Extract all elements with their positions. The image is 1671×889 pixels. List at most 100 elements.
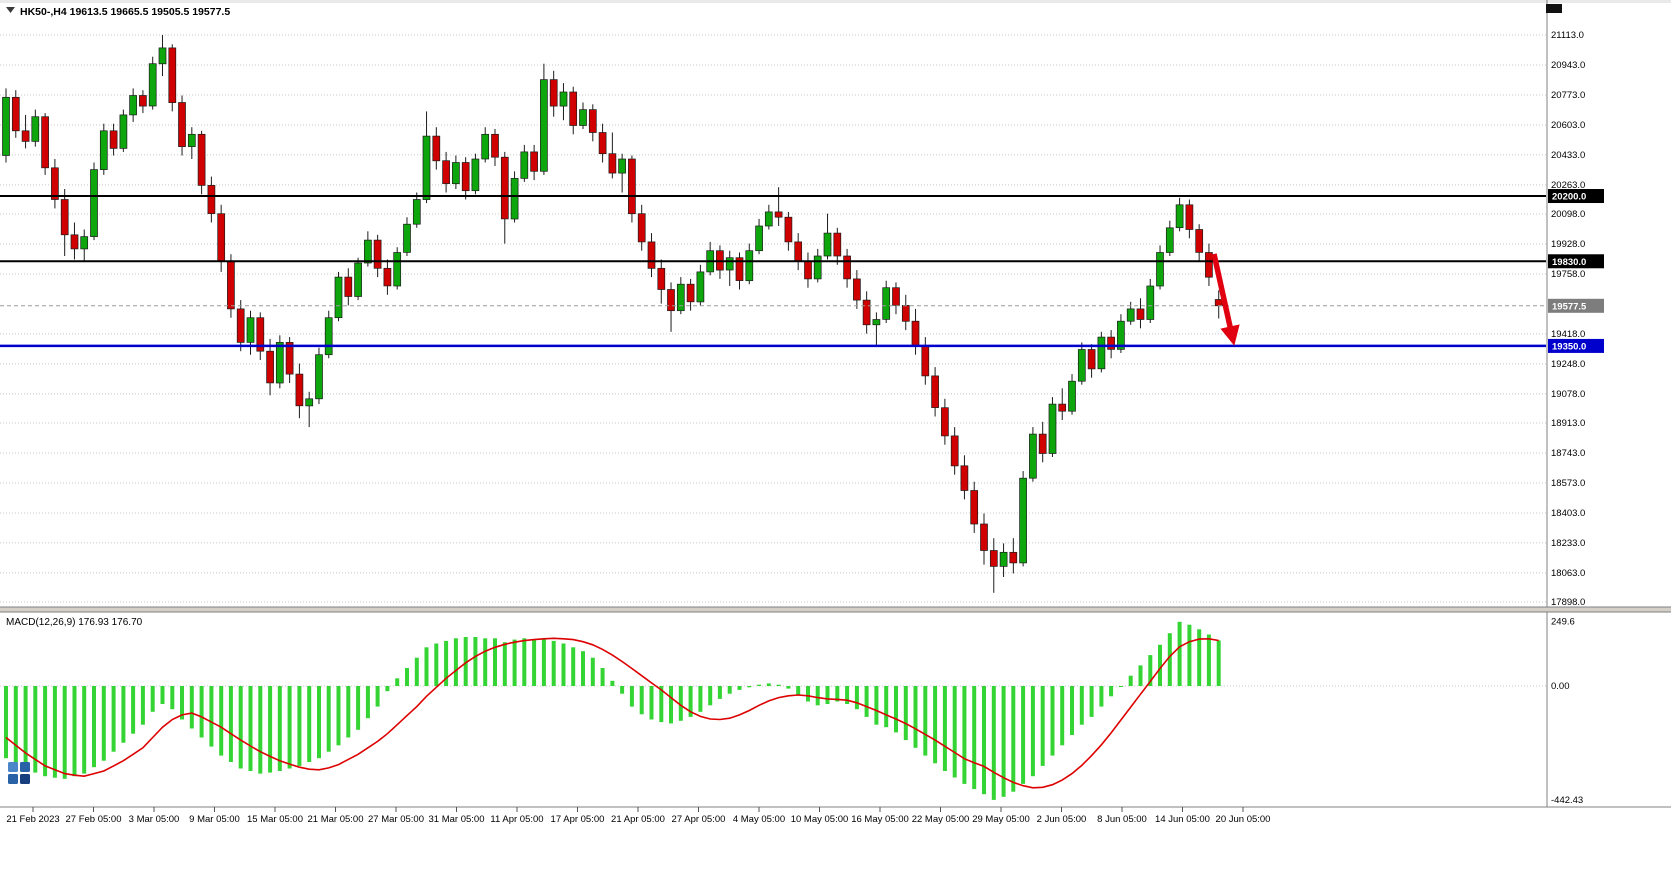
macd-histogram-bar <box>356 686 361 730</box>
macd-histogram-bar <box>395 678 400 686</box>
time-tick-label: 10 May 05:00 <box>791 814 849 825</box>
macd-histogram-bar <box>698 686 703 712</box>
price-tick-label: 19078.0 <box>1551 389 1585 400</box>
hline-layer[interactable]: 19577.5 20200.0 19830.0 19350.0 <box>0 189 1604 353</box>
window-top-edge <box>0 0 1671 3</box>
candle-bullish <box>1048 403 1057 454</box>
macd-histogram-bar <box>972 686 977 790</box>
main-chart-plot[interactable] <box>2 35 1223 593</box>
separator-bar[interactable] <box>0 607 1671 612</box>
time-tick-label: 31 Mar 05:00 <box>429 814 485 825</box>
macd-histogram-bar <box>806 686 810 702</box>
time-tick-label: 21 Feb 2023 <box>6 814 59 825</box>
macd-histogram-bar <box>219 686 224 756</box>
chart-shift-box[interactable] <box>1546 4 1562 13</box>
macd-histogram-bar <box>473 637 478 686</box>
price-tick-label: 19248.0 <box>1551 359 1585 370</box>
candle-bearish <box>41 116 49 169</box>
macd-histogram-bar <box>483 638 488 686</box>
candle-bearish <box>266 350 274 384</box>
candle-bullish <box>1126 308 1135 322</box>
macd-histogram-bar <box>228 686 233 762</box>
macd-histogram-bar <box>1060 686 1065 746</box>
macd-histogram-bar <box>532 639 537 686</box>
price-tick-label: 19418.0 <box>1551 329 1585 340</box>
macd-histogram-bar <box>1187 624 1192 686</box>
panel-separator[interactable] <box>0 606 1671 808</box>
macd-histogram-bar <box>571 647 576 686</box>
candle-bullish <box>305 398 314 407</box>
price-label-text: 19830.0 <box>1552 257 1586 268</box>
candle-bearish <box>530 151 538 172</box>
macd-histogram-bar <box>131 686 136 734</box>
macd-histogram-bar <box>512 639 517 686</box>
macd-histogram-bar <box>1167 633 1172 686</box>
candle-bearish <box>804 260 812 280</box>
trend-arrow-annotation[interactable] <box>1211 253 1240 346</box>
macd-histogram-bar <box>942 686 947 771</box>
candle-bearish <box>911 320 920 347</box>
price-label-text: 19577.5 <box>1552 301 1587 312</box>
macd-histogram-bar <box>346 686 351 738</box>
time-tick-label: 29 May 05:00 <box>972 814 1030 825</box>
time-tick-label: 4 May 05:00 <box>733 814 785 825</box>
price-label-box <box>1548 298 1604 313</box>
candle-bullish <box>324 317 333 356</box>
time-tick-label: 27 Feb 05:00 <box>66 814 122 825</box>
candle-bearish <box>383 267 392 287</box>
candle-bearish <box>1214 299 1223 307</box>
candle-bearish <box>11 96 20 132</box>
macd-histogram-bar <box>600 668 605 686</box>
time-axis[interactable]: 21 Feb 2023 27 Feb 05:00 3 Mar 05:00 9 Mar … <box>6 807 1270 825</box>
macd-histogram-bar <box>747 686 752 688</box>
candle-bullish <box>696 271 705 303</box>
candle-bearish <box>51 167 59 200</box>
candle-bearish <box>549 79 558 107</box>
macd-histogram-bar <box>189 686 194 729</box>
macd-histogram-bar <box>737 686 742 690</box>
candle-bearish <box>970 490 979 525</box>
macd-histogram-bar <box>111 686 116 752</box>
price-tick-label: 18573.0 <box>1551 478 1585 489</box>
candle-bullish <box>275 342 284 384</box>
candle-bearish <box>432 135 441 162</box>
macd-histogram-bar <box>757 684 762 686</box>
candle-bullish <box>99 130 108 170</box>
candle-bearish <box>344 276 353 297</box>
macd-histogram-bar <box>1021 686 1026 784</box>
candle-bearish <box>794 241 803 262</box>
candle-bearish <box>608 153 617 174</box>
macd-histogram-bar <box>669 686 673 724</box>
macd-histogram-bar <box>101 686 106 761</box>
macd-histogram-bar <box>551 640 556 686</box>
logo-square <box>8 762 18 772</box>
annotations-layer[interactable] <box>1211 253 1240 346</box>
price-tick-label: 20433.0 <box>1551 150 1585 161</box>
candle-bullish <box>813 255 822 280</box>
macd-signal-line <box>5 637 1219 789</box>
candle-bullish <box>119 114 128 149</box>
price-tick-label: 19928.0 <box>1551 239 1585 250</box>
candle-bearish <box>921 345 930 377</box>
macd-panel[interactable]: 249.6 0.00 -442.43 <box>0 617 1583 806</box>
candle-bullish <box>618 158 626 174</box>
macd-histogram-bar <box>629 686 634 707</box>
macd-histogram-bar <box>1050 686 1055 756</box>
symbol-marker-icon <box>6 7 15 13</box>
macd-histogram-bar <box>727 686 732 694</box>
candle-bearish <box>901 305 910 322</box>
macd-histogram-bar <box>1216 640 1221 686</box>
candle-bearish <box>980 523 988 551</box>
candle-bearish <box>628 158 636 215</box>
candle-bearish <box>774 211 783 218</box>
candle-bearish <box>178 102 186 147</box>
macd-histogram-bar <box>688 686 693 717</box>
candle-bearish <box>647 241 656 269</box>
macd-histogram-bar <box>121 686 126 743</box>
macd-histogram-bar <box>92 686 96 768</box>
macd-histogram-bar <box>1099 686 1104 707</box>
price-axis[interactable]: 21113.0 20943.0 20773.0 20603.0 20433.0 20263… <box>1546 0 1585 807</box>
macd-histogram-bar <box>258 686 263 774</box>
